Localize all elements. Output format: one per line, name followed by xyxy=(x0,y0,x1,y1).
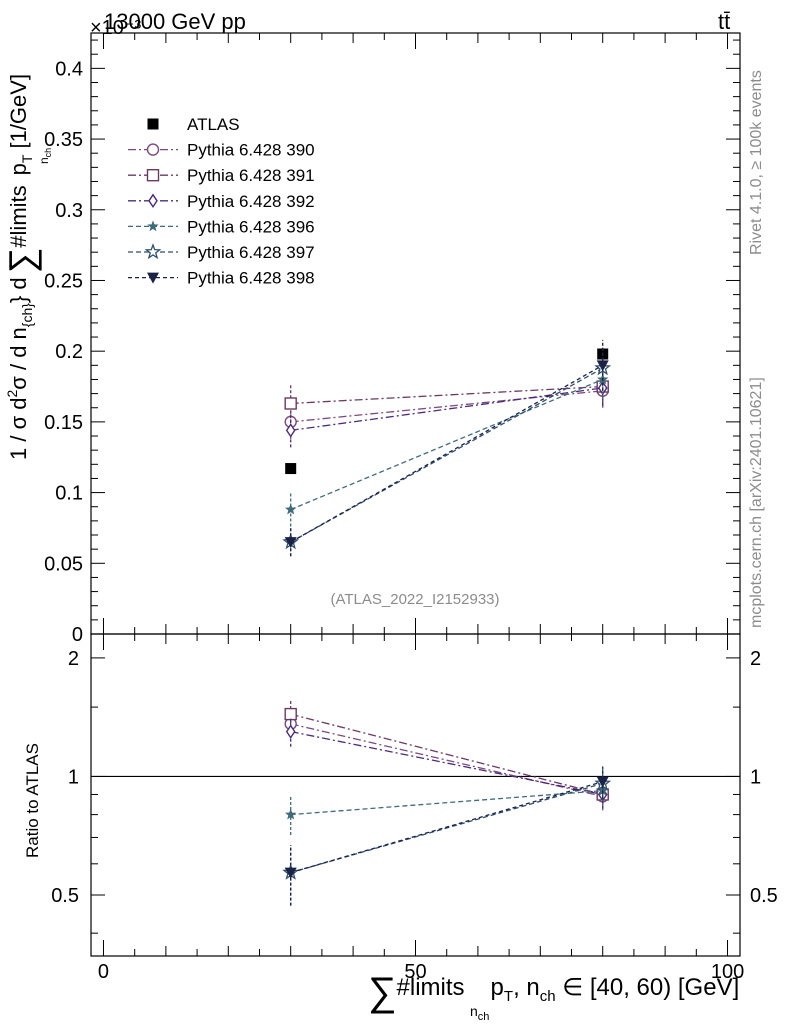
y-tick-label: 0.35 xyxy=(44,129,83,151)
x-axis-label-subscript: nch xyxy=(470,1003,489,1023)
ratio-series-0-line xyxy=(290,723,603,798)
ratio-series-5-point xyxy=(284,867,297,879)
main-series-group xyxy=(282,339,612,557)
ratio-tick-label: 2 xyxy=(68,648,79,670)
legend-marker xyxy=(146,168,160,182)
series-6-line xyxy=(290,364,604,543)
mcplots-label: mcplots.cern.ch [arXiv:2401.10621] xyxy=(748,377,765,628)
series-4-line xyxy=(290,378,603,511)
y-tick-label: 0.05 xyxy=(44,553,83,575)
main-y-axis-label-subscript: nch xyxy=(37,148,53,164)
ratio-series-5-point xyxy=(596,776,609,788)
ratio-series-group xyxy=(282,700,612,906)
legend-label: Pythia 6.428 397 xyxy=(187,243,315,262)
legend-marker xyxy=(148,193,158,209)
series-0-point xyxy=(285,463,297,475)
ratio-series-1-line xyxy=(290,713,603,796)
ratio-plot-frame xyxy=(90,633,741,957)
ratio-tick-label-right: 1 xyxy=(750,766,761,788)
legend-marker xyxy=(146,143,160,156)
series-2-point xyxy=(284,397,297,410)
ratio-tick-label-right: 0.5 xyxy=(750,885,778,907)
legend-label: Pythia 6.428 398 xyxy=(187,269,315,288)
x-tick-label: 50 xyxy=(404,961,426,983)
ratio-tick-label: 0.5 xyxy=(51,885,79,907)
legend-marker xyxy=(147,220,159,232)
ratio-y-axis-label: Ratio to ATLAS xyxy=(23,743,42,858)
y-tick-label: 0.4 xyxy=(55,58,83,80)
ratio-series-2-point xyxy=(285,724,296,739)
legend-marker xyxy=(144,243,162,260)
ratio-series-4-line xyxy=(290,782,603,874)
main-y-axis-label: 1 / σ d2σ / d n{ch}} d∑#limitspT[1/GeV] xyxy=(1,74,42,460)
y-tick-label: 0.3 xyxy=(55,200,83,222)
series-6-point xyxy=(596,360,609,372)
ratio-y-axis: 0.5 0.5 1 1 2 2 xyxy=(51,648,778,934)
legend-label: Pythia 6.428 392 xyxy=(187,192,315,211)
legend-label: Pythia 6.428 391 xyxy=(187,166,315,185)
legend-label: Pythia 6.428 390 xyxy=(187,141,315,160)
legend-label: Pythia 6.428 396 xyxy=(187,217,315,236)
ratio-series-3-point xyxy=(284,808,297,820)
ratio-series-5-line xyxy=(290,781,603,874)
legend-marker xyxy=(147,272,159,284)
series-3-line xyxy=(290,387,603,432)
rivet-label: Rivet 4.1.0, ≥ 100k events xyxy=(748,70,765,255)
series-1-line xyxy=(290,390,603,423)
x-tick-label: 0 xyxy=(98,961,109,983)
legend-marker xyxy=(147,118,159,130)
legend: ATLAS Pythia 6.428 390 Pythia 6.428 391 Pyt… xyxy=(128,115,315,288)
x-axis-label: ∑#limits pT, nch ∈ [40, 60) [GeV] xyxy=(368,970,739,1014)
y-tick-label: 0.2 xyxy=(55,341,83,363)
ratio-series-1-point xyxy=(284,707,297,721)
ratio-tick-label: 1 xyxy=(68,766,79,788)
legend-label: ATLAS xyxy=(187,115,240,134)
x-tick-label: 100 xyxy=(711,961,744,983)
ratio-series-3-line xyxy=(290,790,603,816)
y-tick-label: 0.1 xyxy=(55,483,83,505)
y-tick-label: 0.25 xyxy=(44,270,83,292)
ratio-series-2-line xyxy=(290,730,603,796)
series-6-point xyxy=(284,537,297,549)
y-tick-label: 0 xyxy=(72,624,83,646)
series-3-point xyxy=(285,423,296,438)
analysis-id: (ATLAS_2022_I2152933) xyxy=(330,591,499,608)
series-4-point xyxy=(284,503,297,515)
energy-label: 13000 GeV pp xyxy=(104,9,246,34)
x-axis: 0 50 100 xyxy=(98,33,744,983)
ratio-tick-label-right: 2 xyxy=(750,648,761,670)
exponent-label: ×10⁻³ xyxy=(90,17,141,39)
series-2-line xyxy=(290,385,603,405)
y-tick-label: 0.15 xyxy=(44,412,83,434)
process-label: tt̄ xyxy=(718,9,730,34)
main-y-axis: 0 0.05 0.1 0.15 0.2 0.25 0.3 0.35 0.4 xyxy=(44,39,740,646)
